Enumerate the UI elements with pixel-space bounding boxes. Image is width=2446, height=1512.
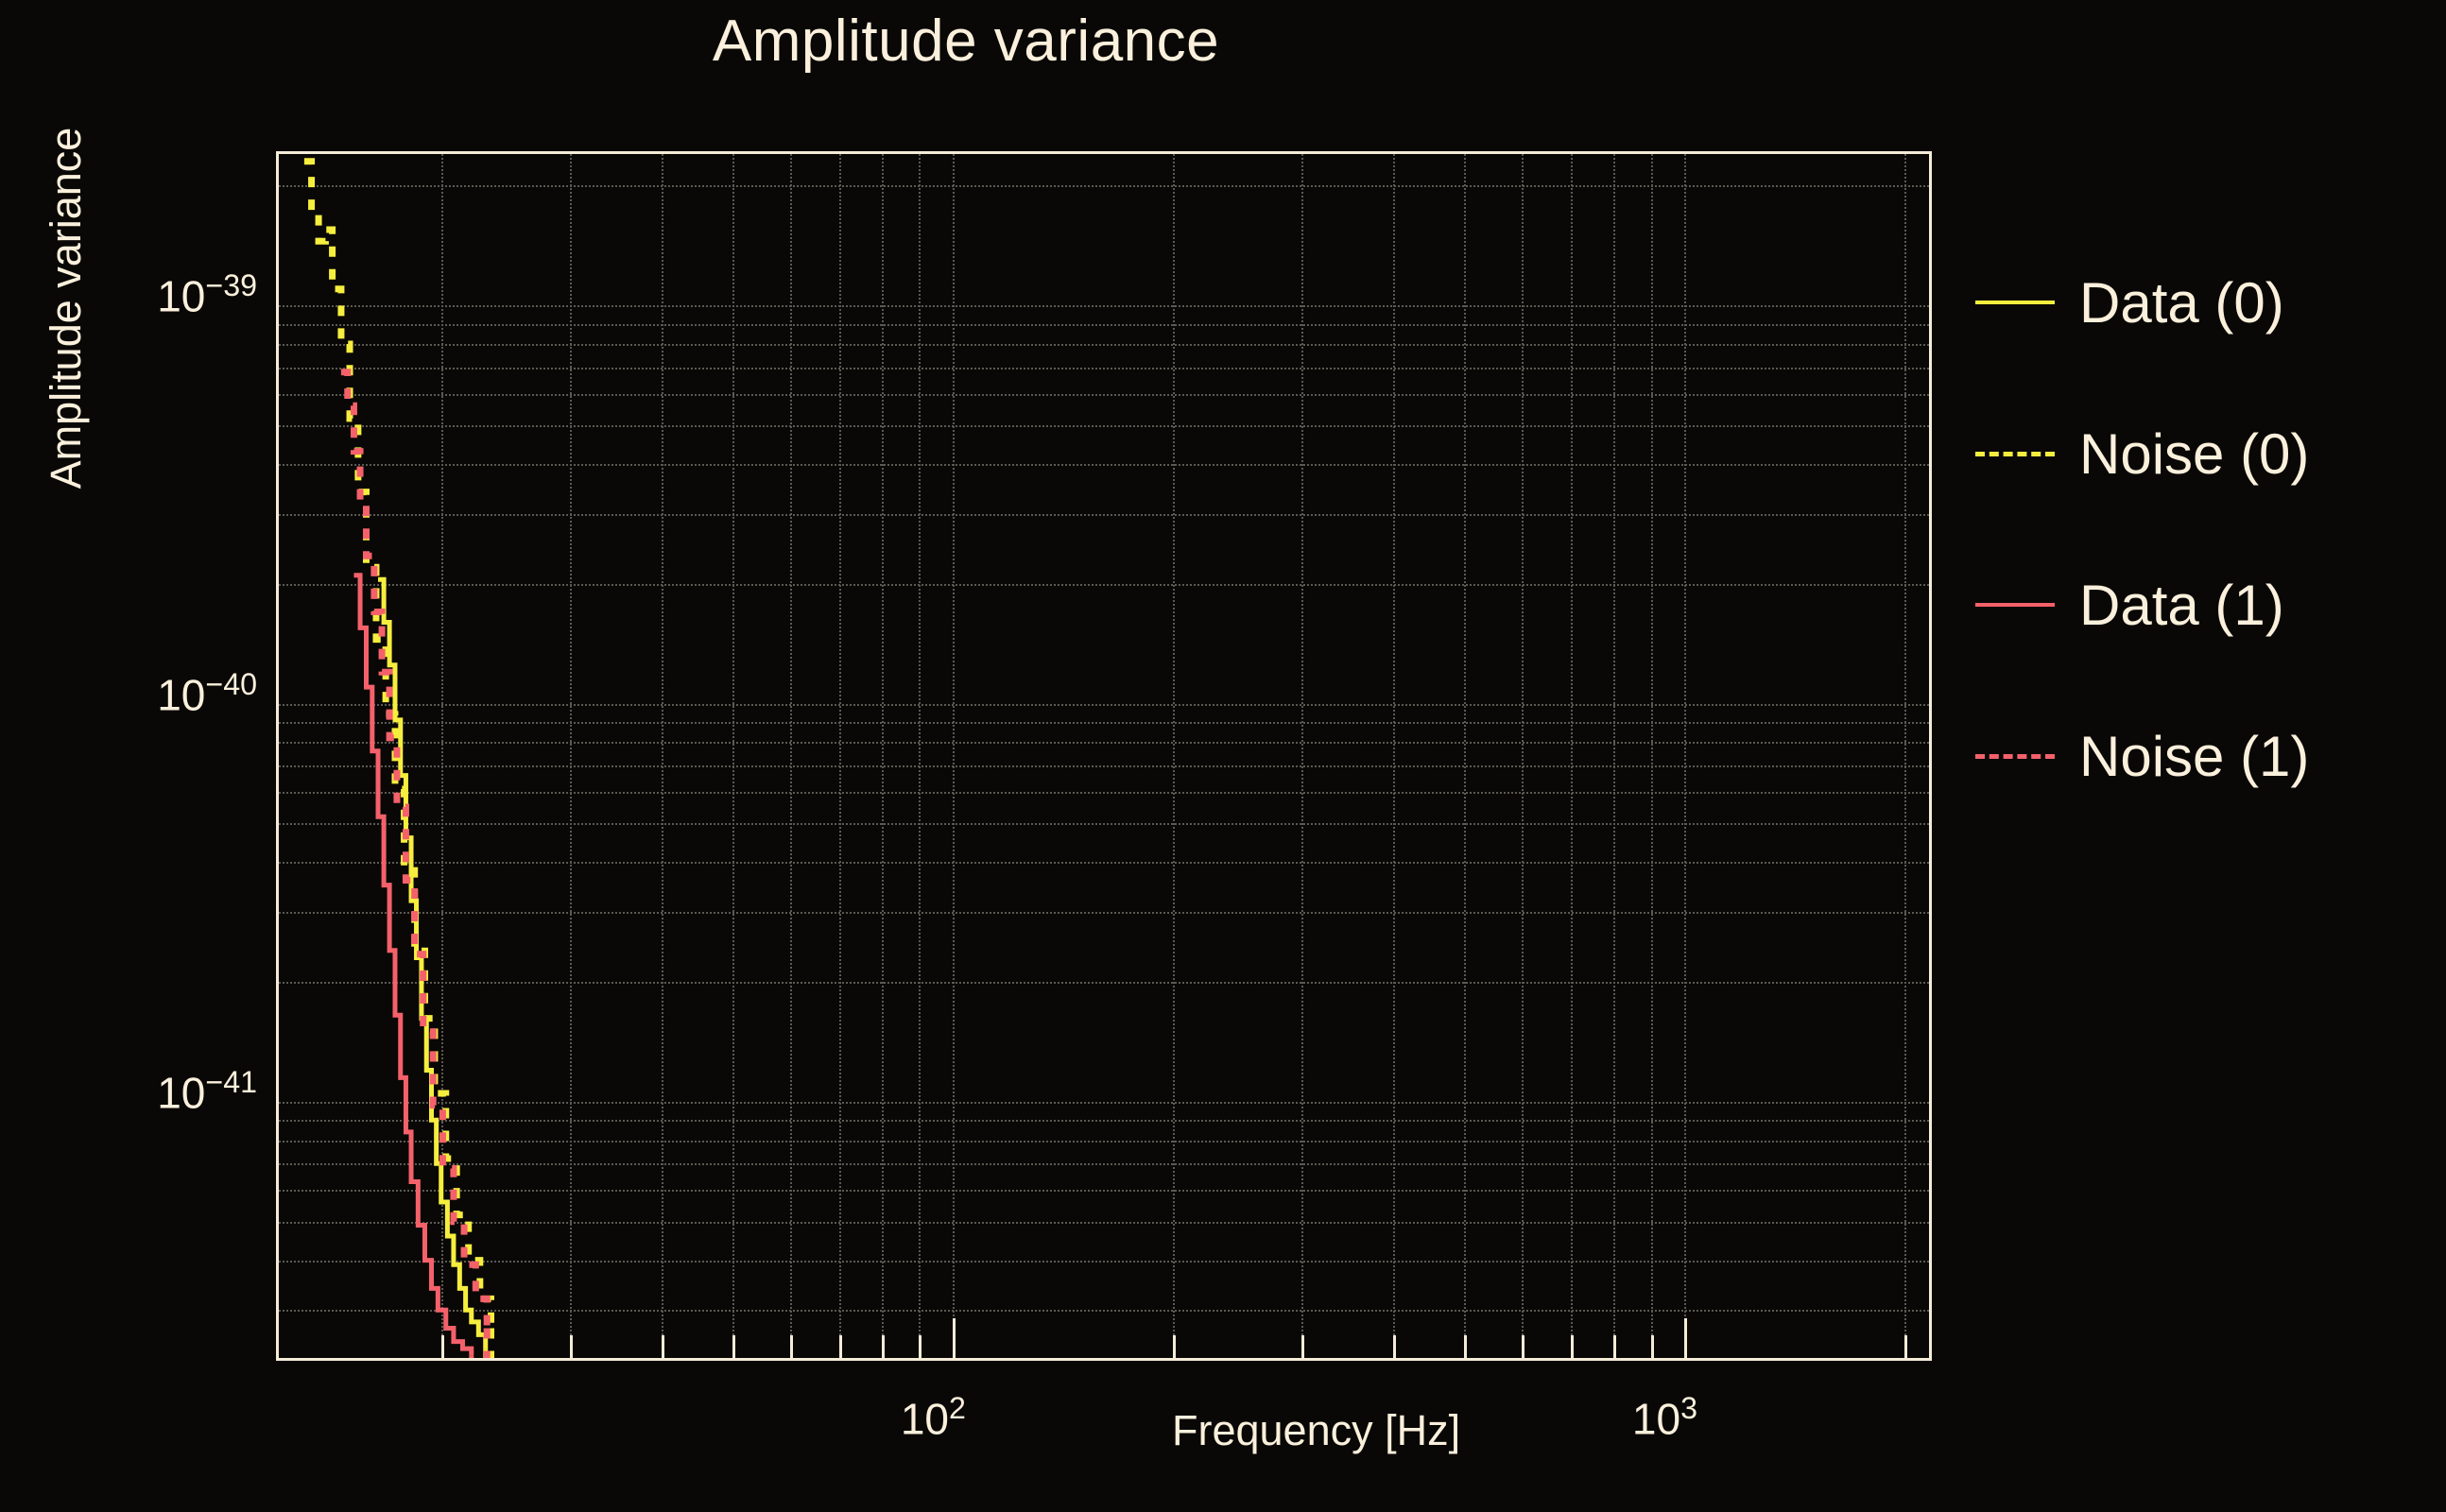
x-tick-minor — [661, 1335, 664, 1358]
legend-line-icon — [1975, 301, 2055, 304]
x-tick-label-1e2: 102 — [900, 1391, 966, 1444]
gridline-horizontal — [279, 463, 1929, 466]
gridline-vertical — [1522, 154, 1524, 1358]
gridline-horizontal — [279, 862, 1929, 865]
gridline-horizontal — [279, 911, 1929, 914]
legend-line-icon — [1975, 451, 2055, 456]
x-tick-minor — [1172, 1335, 1176, 1358]
gridline-vertical — [440, 154, 443, 1358]
gridline-horizontal — [279, 1140, 1929, 1143]
x-tick-major — [1683, 1318, 1687, 1358]
x-tick-label-1e3: 103 — [1631, 1391, 1697, 1444]
legend-line-icon — [1975, 753, 2055, 759]
legend-item-label: Noise (1) — [2079, 724, 2310, 788]
gridline-horizontal — [279, 1260, 1929, 1263]
gridline-vertical — [1172, 154, 1175, 1358]
x-tick-minor — [1463, 1335, 1467, 1358]
gridline-horizontal — [279, 344, 1929, 346]
x-tick-minor — [881, 1335, 885, 1358]
gridline-horizontal — [279, 1120, 1929, 1123]
x-tick-minor — [1301, 1335, 1305, 1358]
series-noise-0 — [303, 158, 495, 1329]
gridline-vertical — [1612, 154, 1615, 1358]
gridline-vertical — [1904, 154, 1906, 1358]
y-tick-label-1e-39: 10−39 — [157, 268, 257, 321]
gridline-horizontal — [279, 367, 1929, 369]
x-tick-minor — [1650, 1335, 1654, 1358]
gridline-horizontal — [279, 1221, 1929, 1224]
x-tick-minor — [1392, 1335, 1396, 1358]
gridline-vertical — [1301, 154, 1304, 1358]
x-tick-minor — [440, 1335, 444, 1358]
gridline-horizontal — [279, 1310, 1929, 1313]
gridline-vertical — [1683, 154, 1686, 1358]
legend-item-noise-0[interactable]: Noise (0) — [1975, 378, 2420, 529]
gridline-vertical — [1571, 154, 1573, 1358]
gridline-horizontal — [279, 982, 1929, 985]
gridline-vertical — [952, 154, 955, 1358]
gridline-horizontal — [279, 823, 1929, 826]
gridline-vertical — [661, 154, 663, 1358]
series-data-0 — [378, 576, 489, 1349]
gridline-horizontal — [279, 305, 1929, 308]
gridline-horizontal — [279, 323, 1929, 326]
x-tick-minor — [838, 1335, 842, 1358]
legend-item-noise-1[interactable]: Noise (1) — [1975, 680, 2420, 832]
x-tick-major — [952, 1318, 956, 1358]
legend-item-data-0[interactable]: Data (0) — [1975, 227, 2420, 378]
legend-line-icon — [1975, 603, 2055, 607]
gridline-vertical — [1463, 154, 1466, 1358]
gridline-vertical — [919, 154, 922, 1358]
x-tick-minor — [1571, 1335, 1574, 1358]
gridline-horizontal — [279, 1101, 1929, 1104]
legend: Data (0) Noise (0) Data (1) Noise (1) — [1975, 227, 2420, 832]
gridline-vertical — [732, 154, 734, 1358]
legend-item-label: Data (1) — [2079, 573, 2284, 637]
gridline-horizontal — [279, 742, 1929, 745]
x-tick-minor — [732, 1335, 735, 1358]
gridline-horizontal — [279, 1190, 1929, 1193]
gridline-horizontal — [279, 765, 1929, 767]
gridline-horizontal — [279, 513, 1929, 516]
gridline-vertical — [790, 154, 793, 1358]
gridline-vertical — [1392, 154, 1395, 1358]
gridline-horizontal — [279, 1163, 1929, 1166]
x-tick-minor — [570, 1335, 573, 1358]
legend-item-label: Noise (0) — [2079, 421, 2310, 486]
legend-item-data-1[interactable]: Data (1) — [1975, 529, 2420, 680]
x-tick-minor — [1612, 1335, 1616, 1358]
gridline-horizontal — [279, 393, 1929, 396]
plot-grid — [279, 154, 1929, 1358]
gridline-vertical — [881, 154, 884, 1358]
x-tick-minor — [790, 1335, 794, 1358]
legend-item-label: Data (0) — [2079, 270, 2284, 335]
gridline-horizontal — [279, 703, 1929, 706]
gridline-horizontal — [279, 583, 1929, 586]
x-tick-minor — [1904, 1335, 1907, 1358]
gridline-vertical — [838, 154, 841, 1358]
gridline-vertical — [570, 154, 572, 1358]
x-tick-minor — [919, 1335, 922, 1358]
y-tick-label-1e-41: 10−41 — [157, 1064, 257, 1118]
x-tick-minor — [1522, 1335, 1525, 1358]
series-noise-1 — [340, 369, 491, 1329]
gridline-horizontal — [279, 721, 1929, 724]
x-axis-title: Frequency [Hz] — [1172, 1406, 1461, 1454]
y-tick-label-1e-40: 10−40 — [157, 666, 257, 719]
gridline-vertical — [1650, 154, 1653, 1358]
series-data-1 — [353, 573, 474, 1356]
gridline-horizontal — [279, 425, 1929, 427]
page-title: Amplitude variance — [712, 9, 1220, 74]
gridline-horizontal — [279, 185, 1929, 188]
gridline-horizontal — [279, 792, 1929, 794]
data-curves — [303, 158, 495, 1358]
plot-area — [276, 151, 1932, 1361]
